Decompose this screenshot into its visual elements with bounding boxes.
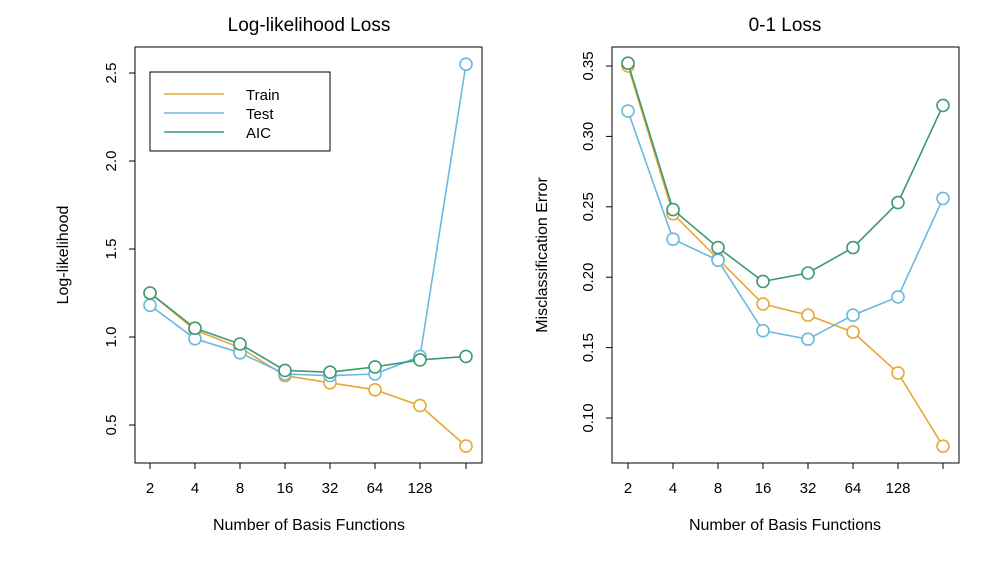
y-tick-label: 0.15 <box>580 333 597 362</box>
legend-aic-label: AIC <box>246 125 271 142</box>
y-tick-label: 0.5 <box>103 415 120 436</box>
data-point-test <box>621 104 635 118</box>
data-point-aic <box>459 349 473 364</box>
plot-frame <box>134 46 483 464</box>
data-point-train <box>846 325 860 339</box>
x-tick-label: 2 <box>624 480 632 497</box>
data-point-aic <box>278 363 292 378</box>
data-point-aic <box>711 240 725 255</box>
x-tick-label: 2 <box>146 480 154 497</box>
data-point-aic <box>846 240 860 255</box>
y-tick-label: 0.30 <box>580 122 597 151</box>
data-point-aic <box>801 266 815 280</box>
series-line-test <box>627 110 944 341</box>
x-tick-label: 64 <box>367 480 384 497</box>
data-point-aic <box>188 321 202 336</box>
series-line-aic <box>627 62 944 283</box>
y-tick-label: 0.35 <box>580 51 597 80</box>
series-line-aic <box>149 292 467 374</box>
y-tick-label: 1.5 <box>103 239 120 260</box>
x-tick-label: 32 <box>800 480 817 497</box>
x-tick-label: 128 <box>407 480 432 497</box>
data-point-train <box>891 366 905 380</box>
loglik-chart: Log-likelihood Loss Number of Basis Func… <box>55 15 483 534</box>
y-tick-label: 2.0 <box>103 151 120 172</box>
data-point-aic <box>666 202 680 217</box>
data-point-aic <box>143 286 157 300</box>
data-point-test <box>666 232 680 246</box>
y-axis-label: Misclassification Error <box>534 177 551 333</box>
data-point-test <box>711 253 725 268</box>
axis-ticks: 2 4 8 16 32 64 128 0.5 1.0 1.5 2.0 2.5 <box>103 63 467 497</box>
data-point-aic <box>621 56 635 71</box>
data-point-test <box>756 323 770 338</box>
data-point-test <box>936 191 950 206</box>
x-axis-label: Number of Basis Functions <box>213 517 405 534</box>
data-point-aic <box>368 360 382 374</box>
y-axis-label: Log-likelihood <box>55 206 72 305</box>
y-tick-label: 0.10 <box>580 403 597 432</box>
series-line-train <box>149 292 467 447</box>
data-point-aic <box>323 365 337 380</box>
chart-title: Log-likelihood Loss <box>228 15 391 36</box>
data-point-train <box>413 398 427 413</box>
data-point-aic <box>233 337 247 351</box>
x-tick-label: 16 <box>755 480 772 497</box>
legend-test-label: Test <box>246 106 274 123</box>
legend: Train Test AIC <box>149 71 331 152</box>
data-point-test <box>801 332 815 347</box>
data-point-train <box>936 439 950 454</box>
y-tick-label: 1.0 <box>103 327 120 348</box>
data-point-test <box>143 298 157 313</box>
data-point-train <box>368 382 382 397</box>
legend-train-label: Train <box>246 87 280 104</box>
series-layer <box>621 56 950 454</box>
y-tick-label: 0.20 <box>580 263 597 292</box>
y-tick-label: 0.25 <box>580 192 597 221</box>
x-tick-label: 128 <box>885 480 910 497</box>
data-point-test <box>459 57 473 71</box>
x-tick-label: 4 <box>191 480 199 497</box>
x-tick-label: 16 <box>277 480 294 497</box>
x-axis-label: Number of Basis Functions <box>689 517 881 534</box>
x-tick-label: 32 <box>322 480 339 497</box>
x-tick-label: 4 <box>669 480 677 497</box>
series-layer <box>143 57 473 453</box>
y-tick-label: 2.5 <box>103 63 120 84</box>
x-tick-label: 8 <box>714 480 722 497</box>
data-point-train <box>801 308 815 323</box>
data-point-aic <box>891 195 905 210</box>
axis-ticks: 2 4 8 16 32 64 128 0.10 0.15 0.20 0.25 0.30 0.35 <box>580 51 944 497</box>
series-line-train <box>627 65 944 447</box>
x-tick-label: 8 <box>236 480 244 497</box>
data-point-aic <box>936 98 950 113</box>
data-point-test <box>846 308 860 323</box>
legend-box <box>149 71 331 152</box>
data-point-aic <box>756 274 770 289</box>
data-point-aic <box>413 353 427 367</box>
plot-frame <box>611 46 960 464</box>
chart-title: 0-1 Loss <box>749 15 822 36</box>
data-point-train <box>756 297 770 311</box>
series-line-test <box>149 64 467 377</box>
zero-one-loss-chart: 0-1 Loss Number of Basis Functions Miscl… <box>534 15 960 534</box>
data-point-train <box>459 439 473 453</box>
data-point-test <box>891 290 905 304</box>
x-tick-label: 64 <box>845 480 862 497</box>
